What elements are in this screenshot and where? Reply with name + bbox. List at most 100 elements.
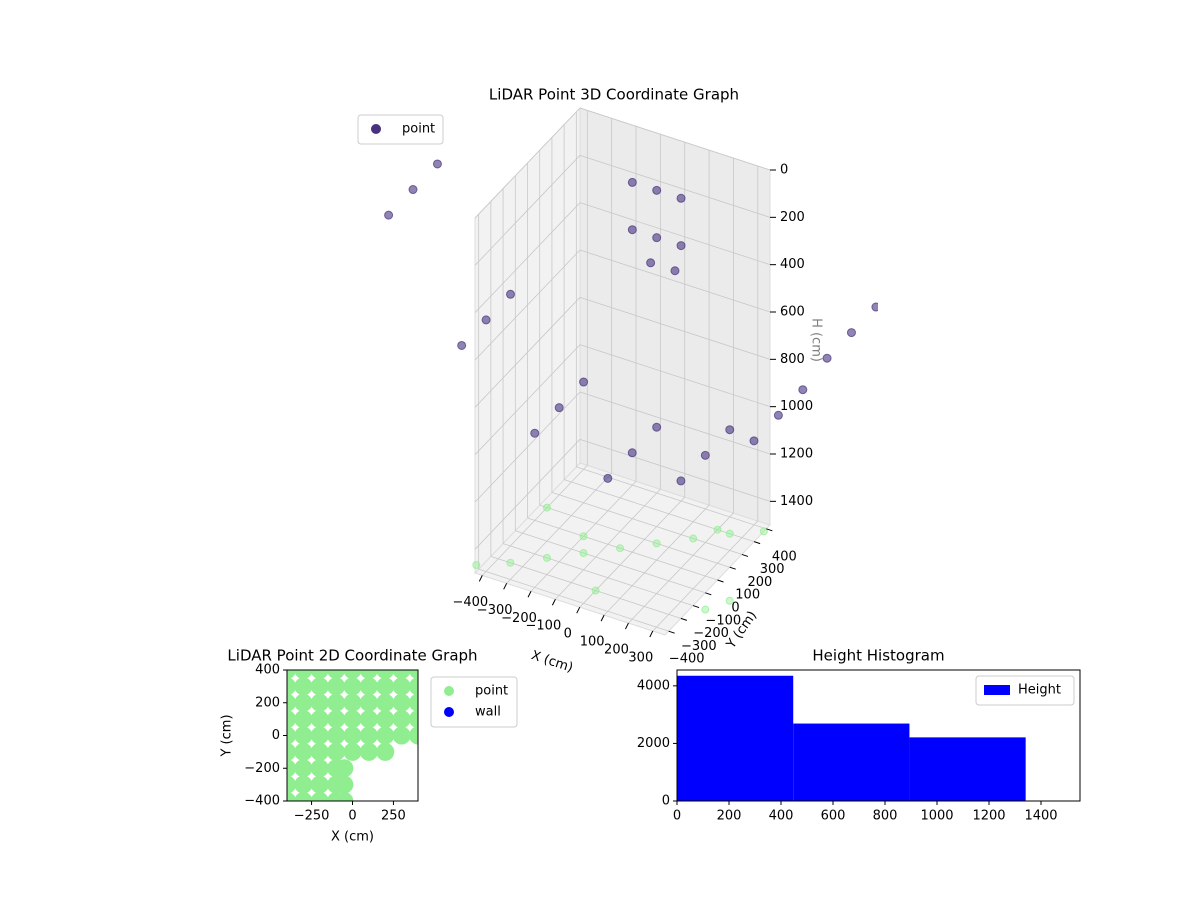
floor-point (542, 553, 551, 562)
legend-marker (444, 686, 454, 696)
point (327, 693, 346, 712)
x-tick-label: 1400 (1024, 809, 1057, 824)
point (310, 726, 329, 745)
point (409, 710, 418, 729)
grid-line (579, 107, 771, 171)
grid-line (579, 249, 771, 313)
x-tick-label: −250 (294, 809, 330, 824)
point-3d (676, 241, 686, 251)
point (310, 677, 329, 696)
point (310, 693, 329, 712)
point-3d (506, 289, 516, 299)
point (359, 677, 378, 696)
y-tick-label: 100 (735, 588, 760, 603)
y-tick-label: −400 (244, 794, 280, 809)
point-3d (481, 315, 491, 325)
point (294, 693, 313, 712)
x-tick-label: 200 (717, 809, 742, 824)
point (310, 710, 329, 729)
chart-title: Height Histogram (812, 647, 944, 665)
grid-line (474, 297, 581, 408)
point (392, 677, 411, 696)
floor-point (543, 503, 552, 512)
point-3d (408, 185, 418, 195)
point (359, 693, 378, 712)
x-tick-label: 0 (348, 809, 356, 824)
point (287, 742, 296, 761)
point-3d (846, 328, 856, 338)
point (310, 775, 329, 794)
point (294, 792, 313, 801)
point (343, 726, 362, 745)
y-tick-label: 4000 (637, 678, 670, 693)
y-tick (753, 541, 761, 545)
point (287, 726, 296, 745)
x-axis-label: X (cm) (529, 648, 575, 676)
legend-box (975, 675, 1075, 706)
point (294, 710, 313, 729)
point (327, 677, 346, 696)
x-tick-label: 1200 (972, 809, 1005, 824)
x-tick (551, 599, 556, 606)
point-3d (652, 233, 662, 243)
point (343, 710, 362, 729)
x-tick-label: −200 (501, 611, 537, 626)
x-tick-label: −100 (526, 619, 562, 634)
plot-area (287, 670, 418, 801)
point (409, 693, 418, 712)
x-tick (527, 591, 532, 598)
point (392, 710, 411, 729)
point (294, 742, 313, 761)
point-3d (822, 353, 832, 363)
point-3d (676, 476, 686, 486)
point (376, 726, 395, 745)
grid-line (474, 439, 581, 550)
x-tick-label: 0 (673, 809, 681, 824)
legend-label: point (475, 684, 508, 699)
y-tick-label: −400 (669, 652, 705, 667)
z-tick-label: 0 (780, 163, 788, 178)
point-3d (646, 258, 656, 268)
point (294, 670, 313, 679)
y-tick (705, 592, 712, 596)
grid-line (579, 438, 771, 502)
y-tick-label: 400 (772, 549, 797, 564)
point (294, 759, 313, 778)
floor-point (579, 532, 588, 541)
point-3d (627, 448, 637, 458)
y-tick-label: 400 (255, 663, 280, 678)
y-tick (766, 528, 773, 532)
x-tick-label: −300 (477, 603, 513, 618)
floor-point (689, 534, 698, 543)
z-tick-label: 600 (780, 305, 805, 320)
grid-line (474, 155, 581, 266)
x-tick (649, 630, 654, 638)
point (287, 670, 296, 679)
grid-line (490, 555, 681, 619)
grid-line (539, 504, 730, 568)
x-tick-label: 1000 (920, 809, 953, 824)
y-tick (717, 579, 724, 583)
chart-title: LiDAR Point 3D Coordinate Graph (489, 86, 739, 104)
point (335, 792, 354, 801)
point (335, 775, 354, 794)
point (359, 710, 378, 729)
legend-label: wall (475, 705, 501, 720)
point-3d (725, 425, 735, 435)
point-3d (652, 422, 662, 432)
point (287, 677, 296, 696)
point-3d (554, 403, 564, 413)
y-tick (692, 605, 700, 609)
y-tick-label: 2000 (637, 736, 670, 751)
grid-line (474, 249, 581, 361)
y-tick (741, 553, 749, 557)
point (409, 726, 418, 745)
point (376, 677, 395, 696)
point-3d (773, 410, 783, 420)
legend-marker (371, 124, 381, 134)
grid-line (564, 479, 755, 543)
floor-point (591, 586, 600, 595)
point (343, 742, 362, 761)
x-tick (600, 614, 605, 622)
